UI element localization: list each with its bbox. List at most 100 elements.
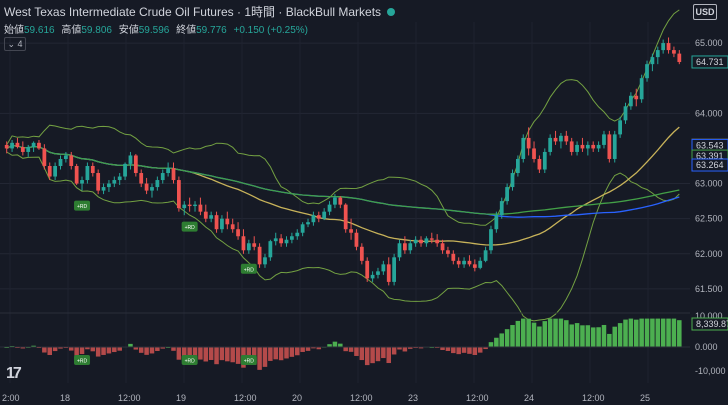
candle-body bbox=[429, 238, 434, 240]
candle bbox=[220, 215, 224, 233]
time-axis[interactable]: 2:00 18 12:00 19 12:00 20 12:00 23 12:00 24 12:00 2… bbox=[2, 393, 650, 403]
candle bbox=[386, 257, 391, 286]
candle-body bbox=[10, 142, 14, 149]
oscillator-signal-label: +RD bbox=[185, 359, 196, 365]
candle-body bbox=[220, 218, 224, 230]
oscillator-bar bbox=[348, 347, 354, 352]
candle bbox=[612, 130, 617, 163]
candle-body bbox=[214, 215, 219, 230]
candle-body bbox=[397, 243, 402, 258]
candle-body bbox=[42, 148, 47, 166]
candle-body bbox=[661, 43, 666, 51]
candle-body bbox=[666, 43, 671, 51]
high-label: 高値 bbox=[61, 25, 82, 36]
candle-body bbox=[273, 238, 278, 242]
currency-label[interactable]: USD bbox=[693, 4, 717, 20]
price-axis[interactable]: 65.000 64.000 63.000 62.500 62.000 61.500 64.7… bbox=[691, 38, 728, 294]
candle-body bbox=[295, 232, 300, 237]
candle bbox=[338, 196, 343, 209]
oscillator-bar bbox=[585, 325, 591, 347]
candle-body bbox=[193, 204, 197, 207]
candle bbox=[655, 46, 660, 65]
candle bbox=[478, 257, 483, 270]
candle bbox=[187, 197, 192, 212]
candle bbox=[4, 141, 9, 154]
candle bbox=[31, 141, 36, 152]
candle bbox=[85, 162, 90, 184]
oscillator-bar bbox=[515, 320, 521, 347]
candle bbox=[74, 163, 79, 185]
oscillator-bar bbox=[133, 347, 139, 350]
indicator-toggle[interactable]: ⌄ 4 bbox=[4, 37, 26, 51]
oscillator-badge: 8,339.87 bbox=[691, 317, 728, 331]
candle-body bbox=[58, 158, 63, 166]
oscillator-bar bbox=[192, 347, 198, 358]
candle bbox=[359, 243, 364, 265]
time-tick-label: 12:00 bbox=[118, 393, 141, 403]
candle bbox=[634, 88, 639, 107]
candle bbox=[370, 271, 375, 282]
candle-body bbox=[564, 135, 569, 142]
oscillator-bar bbox=[58, 347, 63, 349]
candle bbox=[397, 239, 402, 261]
price-badge-label: 63.391 bbox=[696, 151, 724, 161]
price-tick-label: 62.000 bbox=[695, 249, 723, 259]
oscillator-bar bbox=[623, 319, 628, 347]
candle-body bbox=[47, 166, 52, 177]
chart-header: West Texas Intermediate Crude Oil Future… bbox=[4, 3, 399, 20]
signal-label: +RD bbox=[244, 267, 255, 273]
price-badge-label: 63.264 bbox=[696, 160, 724, 170]
candle bbox=[462, 257, 466, 268]
price-tick-label: 62.500 bbox=[695, 214, 723, 224]
candle-body bbox=[80, 180, 84, 184]
candle bbox=[203, 204, 208, 223]
candle bbox=[295, 229, 300, 240]
oscillator-bar bbox=[31, 345, 36, 347]
candle-body bbox=[176, 180, 181, 209]
candle-body bbox=[424, 238, 429, 244]
time-tick-label: 12:00 bbox=[466, 393, 489, 403]
oscillator-bar bbox=[574, 323, 580, 347]
oscillator-bar bbox=[564, 320, 569, 347]
oscillator-bar bbox=[488, 342, 494, 347]
candle bbox=[112, 176, 117, 188]
candle-body bbox=[472, 264, 477, 268]
candle bbox=[602, 130, 606, 149]
candle-body bbox=[246, 243, 251, 251]
oscillator-bar bbox=[176, 347, 182, 360]
candle bbox=[408, 239, 413, 254]
candle bbox=[537, 155, 542, 174]
candle-body bbox=[123, 163, 127, 177]
oscillator-signal-marker bbox=[181, 355, 198, 365]
candle-body bbox=[349, 229, 353, 233]
oscillator-bar bbox=[208, 347, 214, 360]
candle-body bbox=[74, 166, 79, 184]
symbol-title[interactable]: West Texas Intermediate Crude Oil Future… bbox=[4, 5, 234, 19]
close-label: 終値 bbox=[176, 25, 197, 36]
candle bbox=[677, 50, 682, 65]
oscillator-bar bbox=[617, 323, 623, 347]
oscillator-bar bbox=[300, 347, 305, 352]
candle-body bbox=[408, 243, 413, 251]
candle bbox=[381, 260, 386, 275]
candle bbox=[451, 250, 456, 265]
oscillator-tick-label: 10,000 bbox=[695, 311, 723, 321]
candle bbox=[225, 211, 230, 230]
candle bbox=[628, 92, 633, 110]
oscillator-bar bbox=[338, 343, 343, 347]
candlestick-series bbox=[4, 37, 682, 286]
candle-body bbox=[446, 250, 450, 254]
candle-body bbox=[542, 151, 547, 170]
oscillator-bar bbox=[155, 347, 160, 351]
signal-markers: +RD +RD +RD bbox=[74, 200, 257, 274]
price-tick-label: 63.000 bbox=[695, 179, 723, 189]
chevron-down-icon: ⌄ bbox=[7, 39, 15, 49]
oscillator-bar bbox=[171, 347, 176, 351]
timeframe-label[interactable]: 1時間 bbox=[244, 5, 276, 19]
candle-body bbox=[252, 243, 257, 247]
candle bbox=[37, 140, 41, 150]
oscillator-bar bbox=[402, 347, 408, 352]
candle bbox=[284, 236, 289, 247]
candle bbox=[160, 169, 165, 184]
